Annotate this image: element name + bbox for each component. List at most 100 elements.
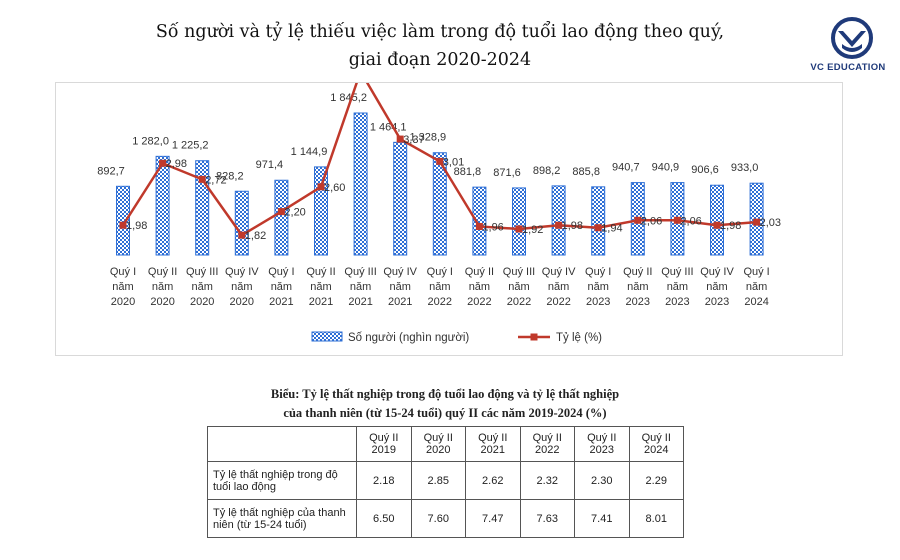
- table-title-line-1: Biểu: Tỷ lệ thất nghiệp trong độ tuổi la…: [270, 387, 620, 401]
- bar: [472, 186, 487, 256]
- rate-marker: [634, 216, 642, 224]
- legend-bar-swatch: [311, 331, 343, 342]
- rate-marker: [594, 224, 602, 232]
- bar: [155, 155, 170, 256]
- logo-text: VC EDUCATION: [810, 62, 886, 73]
- x-tick-label: năm: [350, 281, 371, 293]
- bar: [591, 186, 606, 256]
- legend-line-marker: [530, 333, 538, 341]
- table-corner-cell: [207, 426, 357, 462]
- x-tick-label: Quý IV: [383, 266, 417, 278]
- bar-value-label: 1 282,0: [132, 135, 169, 147]
- page-title: Số người và tỷ lệ thiếu việc làm trong đ…: [120, 18, 760, 74]
- x-tick-label: 2020: [111, 296, 135, 308]
- rate-value-label: 1,96: [482, 221, 503, 233]
- rate-marker: [673, 216, 681, 224]
- rate-value-label: 2,98: [166, 158, 187, 170]
- x-tick-label: năm: [152, 281, 173, 293]
- rate-value-label: 1,98: [126, 220, 147, 232]
- x-tick-label: năm: [191, 281, 212, 293]
- table-cell: 7.41: [574, 499, 630, 538]
- bar-value-label: 940,7: [612, 162, 640, 174]
- table-cell: 7.60: [410, 499, 466, 538]
- x-tick-label: Quý IV: [542, 266, 576, 278]
- x-tick-label: năm: [231, 281, 252, 293]
- x-tick-label: năm: [429, 281, 450, 293]
- x-tick-label: 2023: [665, 296, 689, 308]
- bar: [116, 185, 130, 256]
- x-tick-label: 2021: [348, 296, 372, 308]
- bar-value-label: 971,4: [256, 159, 284, 171]
- x-tick-label: năm: [548, 281, 569, 293]
- rate-marker: [277, 208, 285, 216]
- x-tick-label: năm: [587, 281, 608, 293]
- x-tick-label: năm: [627, 281, 648, 293]
- x-tick-label: Quý IV: [700, 266, 734, 278]
- table-header-cell: Quý II 2022: [519, 426, 575, 462]
- bar-value-label: 885,8: [572, 166, 600, 178]
- table-row: Tỷ lệ thất nghiệp trong độ tuổi lao động…: [207, 461, 684, 500]
- rate-value-label: 2,72: [205, 174, 226, 186]
- table-header-row: Quý II 2019 Quý II 2020 Quý II 2021 Quý II 2…: [207, 426, 684, 462]
- table-cell: 2.18: [356, 461, 412, 500]
- table-cell: 7.47: [465, 499, 521, 538]
- rate-marker: [396, 135, 404, 143]
- x-tick-label: năm: [667, 281, 688, 293]
- legend-line-label: Tỷ lệ (%): [556, 332, 602, 344]
- x-tick-label: Quý II: [306, 266, 335, 278]
- bar-value-label: 892,7: [97, 165, 125, 177]
- bar-value-label: 1 328,9: [409, 132, 446, 144]
- bar: [551, 185, 566, 256]
- x-tick-label: 2022: [428, 296, 452, 308]
- rate-value-label: 1,92: [522, 224, 543, 236]
- x-tick-label: Quý III: [661, 266, 693, 278]
- bar-value-label: 1 845,2: [330, 92, 367, 104]
- table-title-line-2: của thanh niên (từ 15-24 tuổi) quý II cá…: [283, 406, 607, 420]
- rate-value-label: 2,06: [680, 215, 701, 227]
- combo-chart: 892,7 1 282,0 1 225,2 828,2 971,4 1 144,9 1 84…: [97, 66, 781, 344]
- bar: [353, 112, 368, 256]
- rate-value-label: 2,20: [284, 207, 305, 219]
- x-tick-label: 2023: [586, 296, 610, 308]
- x-tick-label: năm: [389, 281, 410, 293]
- table-header-cell: Quý II 2021: [465, 426, 521, 462]
- x-tick-label: năm: [508, 281, 529, 293]
- x-tick-label: năm: [746, 281, 767, 293]
- x-tick-label: 2020: [190, 296, 214, 308]
- rate-value-label: 1,82: [245, 230, 266, 242]
- title-line-1: Số người và tỷ lệ thiếu việc làm trong đ…: [155, 22, 725, 42]
- x-tick-label: Quý I: [268, 266, 294, 278]
- table-cell: 2.32: [519, 461, 575, 500]
- x-tick-label: 2023: [626, 296, 650, 308]
- rate-value-label: 2,03: [760, 217, 781, 229]
- rate-marker: [119, 221, 127, 229]
- rate-value-label: 2,06: [641, 215, 662, 227]
- rate-marker: [753, 218, 761, 226]
- table-cell: 2.85: [410, 461, 466, 500]
- bar: [432, 152, 447, 256]
- x-tick-label: 2022: [467, 296, 491, 308]
- table-header-cell: Quý II 2023: [574, 426, 630, 462]
- x-tick-label: năm: [469, 281, 490, 293]
- x-tick-label: năm: [271, 281, 292, 293]
- x-tick-label: Quý III: [344, 266, 376, 278]
- bar-value-label: 898,2: [533, 165, 561, 177]
- rate-value-label: 3,37: [403, 134, 424, 146]
- rate-marker: [515, 225, 523, 233]
- x-tick-label: Quý II: [465, 266, 494, 278]
- table-row: Tỷ lệ thất nghiệp của thanh niên (từ 15-…: [207, 499, 684, 538]
- rate-marker: [475, 222, 483, 230]
- x-tick-label: 2021: [388, 296, 412, 308]
- rate-marker: [317, 183, 325, 191]
- x-tick-label: Quý I: [110, 266, 136, 278]
- x-tick-label: 2021: [309, 296, 333, 308]
- bar-value-label: 1 144,9: [291, 146, 328, 158]
- x-tick-label: năm: [706, 281, 727, 293]
- chart-panel: 892,7 1 282,0 1 225,2 828,2 971,4 1 144,9 1 84…: [55, 66, 843, 356]
- rate-value-label: 2,60: [324, 182, 345, 194]
- bar-value-label: 1 225,2: [172, 140, 209, 152]
- bar: [274, 179, 289, 256]
- x-tick-label: 2024: [744, 296, 768, 308]
- x-tick-label: 2021: [269, 296, 293, 308]
- table-cell: 2.29: [628, 461, 684, 500]
